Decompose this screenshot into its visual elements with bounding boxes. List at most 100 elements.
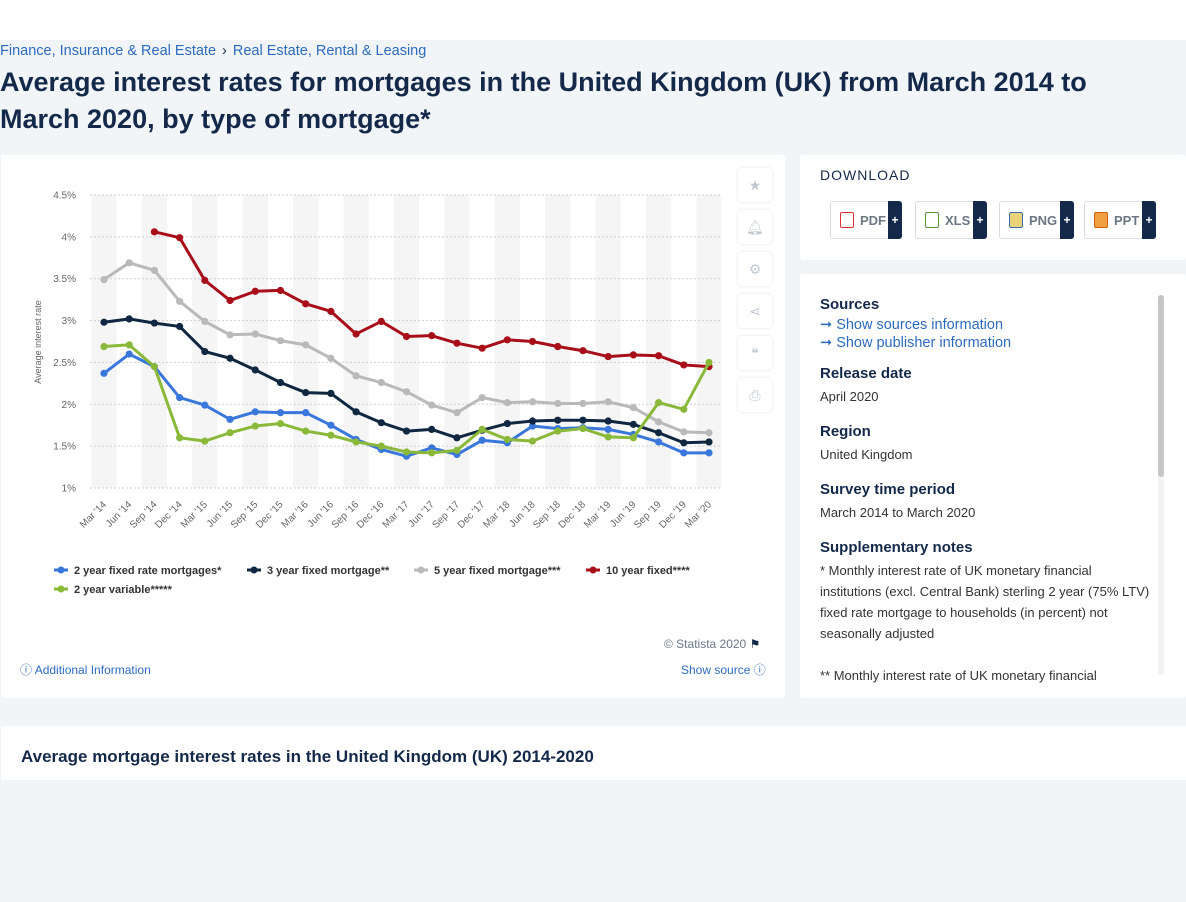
data-point[interactable] [428, 449, 436, 457]
data-point[interactable] [478, 393, 486, 402]
data-point[interactable] [654, 352, 663, 360]
data-point[interactable] [302, 388, 310, 397]
data-point[interactable] [453, 446, 461, 454]
data-point[interactable] [327, 354, 335, 362]
data-point[interactable] [503, 336, 511, 344]
data-point[interactable] [251, 422, 259, 430]
data-point[interactable] [680, 428, 688, 436]
data-point[interactable] [302, 341, 310, 349]
data-point[interactable] [100, 342, 108, 351]
data-point[interactable] [654, 399, 663, 407]
data-point[interactable] [554, 416, 562, 424]
data-point[interactable] [554, 427, 562, 435]
data-point[interactable] [125, 315, 133, 323]
data-point[interactable] [201, 317, 209, 326]
data-point[interactable] [302, 427, 310, 435]
scrollbar-thumb[interactable] [1158, 295, 1164, 477]
legend-item[interactable]: 3 year fixed mortgage** [247, 565, 390, 577]
data-point[interactable] [503, 419, 511, 428]
data-point[interactable] [478, 344, 486, 352]
data-point[interactable] [579, 399, 587, 408]
data-point[interactable] [276, 409, 285, 417]
data-point[interactable] [629, 351, 637, 359]
data-point[interactable] [327, 389, 335, 398]
print-icon[interactable]: ⎙ [738, 378, 772, 412]
data-point[interactable] [705, 429, 713, 437]
data-point[interactable] [176, 393, 184, 402]
data-point[interactable] [680, 439, 688, 447]
data-point[interactable] [327, 421, 335, 429]
data-point[interactable] [150, 319, 159, 327]
data-point[interactable] [402, 388, 411, 396]
data-point[interactable] [377, 378, 385, 387]
show-sources-link[interactable]: ➞ Show sources information [820, 317, 1004, 333]
data-point[interactable] [579, 416, 587, 424]
data-point[interactable] [680, 405, 688, 413]
legend-item[interactable]: 10 year fixed**** [586, 565, 690, 577]
data-point[interactable] [377, 419, 385, 427]
quote-icon[interactable]: ❝ [738, 336, 772, 370]
bell-icon[interactable]: 🔔︎ [738, 210, 772, 244]
data-point[interactable] [478, 425, 486, 433]
data-point[interactable] [680, 449, 688, 457]
download-ppt-button[interactable]: PPT + [1084, 201, 1156, 239]
data-point[interactable] [604, 433, 612, 441]
share-icon[interactable]: ⋖ [738, 294, 772, 328]
data-point[interactable] [201, 437, 209, 445]
data-point[interactable] [604, 352, 612, 361]
data-point[interactable] [352, 372, 360, 380]
data-point[interactable] [579, 424, 587, 433]
data-point[interactable] [201, 276, 209, 284]
data-point[interactable] [453, 409, 461, 417]
data-point[interactable] [654, 438, 663, 446]
data-point[interactable] [629, 404, 637, 412]
data-point[interactable] [150, 363, 159, 371]
data-point[interactable] [125, 259, 133, 267]
data-point[interactable] [453, 339, 461, 347]
data-point[interactable] [402, 332, 411, 341]
download-png-button[interactable]: PNG + [999, 201, 1074, 239]
data-point[interactable] [302, 409, 310, 417]
data-point[interactable] [226, 429, 234, 437]
additional-information-link[interactable]: ⓘ Additional Information [20, 663, 151, 677]
star-icon[interactable]: ★ [738, 168, 772, 202]
data-point[interactable] [276, 337, 285, 345]
data-point[interactable] [150, 266, 159, 274]
data-point[interactable] [478, 436, 486, 444]
data-point[interactable] [125, 350, 133, 358]
data-point[interactable] [201, 347, 209, 356]
data-point[interactable] [176, 297, 184, 305]
data-point[interactable] [327, 307, 335, 315]
data-point[interactable] [226, 331, 234, 339]
data-point[interactable] [276, 378, 285, 387]
data-point[interactable] [352, 330, 360, 338]
data-point[interactable] [428, 444, 436, 452]
flag-icon[interactable]: ⚑ [749, 637, 761, 651]
data-point[interactable] [528, 417, 537, 425]
data-point[interactable] [377, 317, 385, 326]
data-point[interactable] [226, 296, 234, 305]
data-point[interactable] [503, 399, 511, 407]
data-point[interactable] [352, 408, 360, 416]
data-point[interactable] [604, 417, 612, 425]
legend-item[interactable]: 2 year fixed rate mortgages* [54, 565, 222, 577]
related-statistic-title[interactable]: Average mortgage interest rates in the U… [21, 747, 594, 766]
data-point[interactable] [528, 437, 537, 445]
data-point[interactable] [705, 438, 713, 446]
data-point[interactable] [705, 449, 713, 457]
data-point[interactable] [327, 431, 335, 439]
info-scrollbar[interactable] [1158, 295, 1164, 675]
data-point[interactable] [226, 415, 234, 423]
data-point[interactable] [276, 286, 285, 295]
data-point[interactable] [680, 361, 688, 369]
data-point[interactable] [554, 399, 562, 408]
data-point[interactable] [100, 369, 108, 377]
show-publisher-link[interactable]: ➞ Show publisher information [820, 335, 1012, 351]
download-pdf-button[interactable]: PDF + [830, 201, 902, 239]
data-point[interactable] [428, 332, 436, 340]
data-point[interactable] [100, 318, 108, 326]
data-point[interactable] [176, 434, 184, 442]
download-xls-button[interactable]: XLS + [915, 201, 987, 239]
legend-item[interactable]: 5 year fixed mortgage*** [414, 565, 561, 577]
data-point[interactable] [503, 435, 511, 444]
